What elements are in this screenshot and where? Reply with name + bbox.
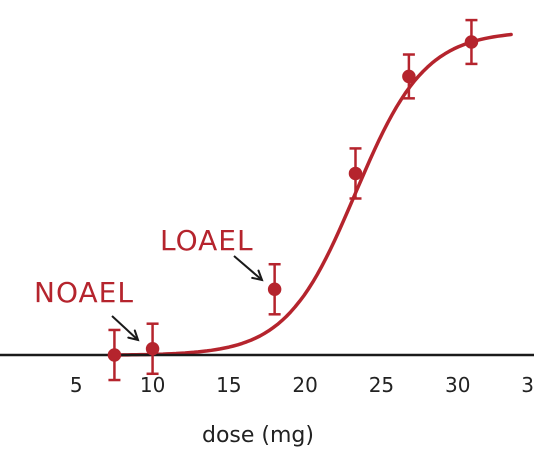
annotation-noael: NOAEL [34, 276, 140, 342]
data-point-3 [267, 262, 282, 316]
fit-curve-layer [112, 32, 513, 357]
x-tick-labels: 5 10 15 20 25 30 35 [70, 373, 534, 397]
data-point-5 [402, 53, 416, 100]
data-point-2 [145, 322, 160, 376]
x-tick-label: 20 [292, 373, 317, 397]
data-point-marker [464, 35, 479, 49]
x-tick-label: 15 [216, 373, 241, 397]
annotation-arrow-shaft [233, 255, 263, 281]
data-point-4 [348, 147, 363, 200]
data-point-marker [348, 166, 363, 181]
data-point-6 [464, 18, 479, 66]
x-tick-label: 30 [445, 373, 470, 397]
x-tick-label: 5 [70, 373, 83, 397]
data-point-1 [107, 328, 122, 382]
fit-curve [112, 32, 513, 357]
data-points-layer [107, 18, 479, 382]
annotation-loael: LOAEL [160, 224, 264, 282]
data-point-marker [267, 282, 282, 297]
annotation-arrow-head [127, 329, 140, 342]
annotations-layer: NOAEL LOAEL [34, 224, 264, 342]
annotation-arrow-head [251, 269, 264, 282]
x-tick-label: 10 [140, 373, 165, 397]
data-point-marker [402, 69, 416, 84]
annotation-label: LOAEL [160, 224, 254, 257]
annotation-arrow-shaft [111, 315, 139, 341]
x-tick-label: 25 [369, 373, 394, 397]
annotation-label: NOAEL [34, 276, 134, 309]
data-point-marker [145, 341, 160, 356]
data-point-marker [107, 348, 122, 362]
x-axis-title: dose (mg) [202, 423, 314, 448]
x-tick-label: 35 [521, 373, 534, 397]
